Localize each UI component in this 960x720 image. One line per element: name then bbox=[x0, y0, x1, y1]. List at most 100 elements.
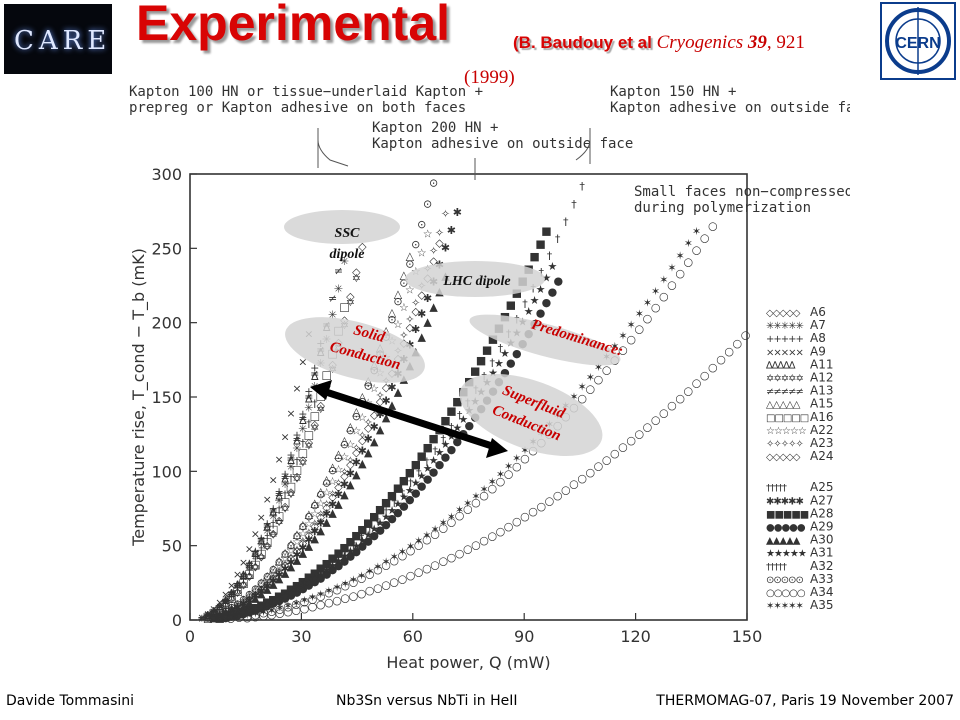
data-point: ✱ bbox=[381, 395, 390, 408]
data-point: ■ bbox=[232, 607, 242, 620]
data-point: □ bbox=[339, 300, 349, 313]
data-point: ✶ bbox=[349, 573, 358, 586]
data-point: ○ bbox=[438, 521, 448, 534]
data-point: ○ bbox=[684, 384, 694, 397]
data-point: ⊙ bbox=[233, 597, 242, 610]
y-tick-label: 150 bbox=[151, 388, 182, 407]
data-point: ✧ bbox=[441, 208, 450, 221]
data-point: ○ bbox=[242, 609, 252, 622]
data-point: ○ bbox=[398, 549, 408, 562]
data-point: ≠ bbox=[197, 612, 206, 625]
data-point: ● bbox=[346, 550, 356, 563]
data-point: ⊙ bbox=[334, 451, 343, 464]
data-point: ⊙ bbox=[340, 438, 349, 451]
data-point: ✱ bbox=[221, 607, 230, 620]
data-point: ◇ bbox=[204, 610, 213, 623]
data-point: ● bbox=[245, 605, 255, 618]
data-point: † bbox=[310, 572, 316, 585]
data-point: † bbox=[235, 583, 241, 596]
data-point: ✧ bbox=[399, 329, 408, 342]
data-point: ○ bbox=[520, 452, 530, 465]
data-point: ○ bbox=[496, 525, 506, 538]
data-point: † bbox=[282, 488, 288, 501]
data-point: ● bbox=[280, 591, 290, 604]
data-point: ● bbox=[512, 347, 522, 360]
data-point: ■ bbox=[280, 586, 290, 599]
data-point: ● bbox=[381, 518, 391, 531]
data-point: ◇ bbox=[263, 578, 272, 591]
data-point: △ bbox=[346, 420, 355, 433]
data-point: ○ bbox=[635, 427, 645, 440]
data-point: ✧ bbox=[298, 535, 307, 548]
care-logo-text: CARE bbox=[14, 26, 112, 56]
leader-line bbox=[575, 128, 591, 164]
data-point: † bbox=[440, 433, 446, 446]
data-point: ★ bbox=[357, 534, 367, 547]
data-point: ○ bbox=[626, 333, 636, 346]
data-point: ✱ bbox=[441, 242, 450, 255]
y-tick-label: 50 bbox=[162, 537, 182, 556]
series-A8: +++++++++++++++++++++ bbox=[197, 337, 325, 625]
data-point: + bbox=[221, 593, 230, 606]
data-point: ◇ bbox=[358, 240, 367, 253]
data-point: ★ bbox=[369, 523, 379, 536]
data-point: ◇ bbox=[311, 520, 320, 533]
data-point: ✧ bbox=[352, 442, 361, 455]
data-point: ★ bbox=[227, 609, 237, 622]
data-point: † bbox=[300, 437, 306, 450]
legend-marker: ††††† bbox=[766, 483, 787, 494]
data-point: † bbox=[391, 496, 397, 509]
data-point: † bbox=[383, 506, 389, 519]
data-point: ✧ bbox=[221, 606, 230, 619]
data-point: ■ bbox=[422, 441, 432, 454]
data-point: ✶ bbox=[332, 581, 341, 594]
data-point: ☆ bbox=[310, 507, 320, 520]
data-point: ○ bbox=[308, 600, 318, 613]
data-point: ≠ bbox=[233, 578, 242, 591]
data-point: ○ bbox=[569, 478, 579, 491]
data-point: ● bbox=[405, 493, 415, 506]
data-point: ✧ bbox=[358, 429, 367, 442]
data-point: ★ bbox=[250, 602, 260, 615]
data-point: ✱ bbox=[239, 598, 248, 611]
data-point: ✧ bbox=[316, 508, 325, 521]
data-point: ✶ bbox=[308, 591, 317, 604]
data-point: ○ bbox=[520, 510, 530, 523]
lhc-label: LHC dipole bbox=[442, 274, 510, 289]
data-point: ■ bbox=[262, 596, 272, 609]
data-point: ✧ bbox=[334, 477, 343, 490]
data-point: ✧ bbox=[429, 245, 438, 258]
data-point: ★ bbox=[345, 545, 355, 558]
bubble-superfluid bbox=[459, 374, 603, 456]
data-point: ▲ bbox=[322, 515, 331, 528]
data-point: ★ bbox=[334, 555, 344, 568]
data-point: ✶ bbox=[275, 602, 284, 615]
data-point: ○ bbox=[389, 575, 399, 588]
data-point: ● bbox=[453, 435, 463, 448]
data-point: ∆ bbox=[257, 534, 266, 547]
data-point: ◇ bbox=[346, 290, 355, 303]
data-point: ○ bbox=[406, 544, 416, 557]
data-point: ○ bbox=[643, 312, 653, 325]
data-point: ≠ bbox=[286, 452, 295, 465]
data-point: ◇ bbox=[281, 559, 290, 572]
data-point: ✶ bbox=[357, 569, 366, 582]
data-point: † bbox=[217, 602, 223, 615]
data-point: □ bbox=[292, 464, 302, 477]
data-point: ○ bbox=[594, 373, 604, 386]
ssc-label: dipole bbox=[330, 247, 365, 262]
data-point: + bbox=[257, 532, 266, 545]
data-point: ≠ bbox=[310, 367, 319, 380]
data-point: ★ bbox=[530, 294, 540, 307]
data-point: † bbox=[253, 602, 259, 615]
data-point: ● bbox=[435, 458, 445, 471]
data-point: ✡ bbox=[239, 579, 248, 592]
data-point: ● bbox=[328, 563, 338, 576]
data-point: ▲ bbox=[210, 611, 219, 624]
data-point: ✶ bbox=[676, 249, 685, 262]
series-A24: ◇◇◇◇◇◇◇◇◇◇◇◇◇◇◇◇◇◇◇◇◇◇◇◇◇◇◇◇◇◇◇◇◇◇◇◇◇◇◇ bbox=[210, 237, 445, 624]
data-point: ○ bbox=[487, 482, 497, 495]
footer-talk-title: Nb3Sn versus NbTi in HeII bbox=[336, 693, 518, 709]
data-point: ◇ bbox=[210, 611, 219, 624]
data-point: ◇ bbox=[340, 469, 349, 482]
